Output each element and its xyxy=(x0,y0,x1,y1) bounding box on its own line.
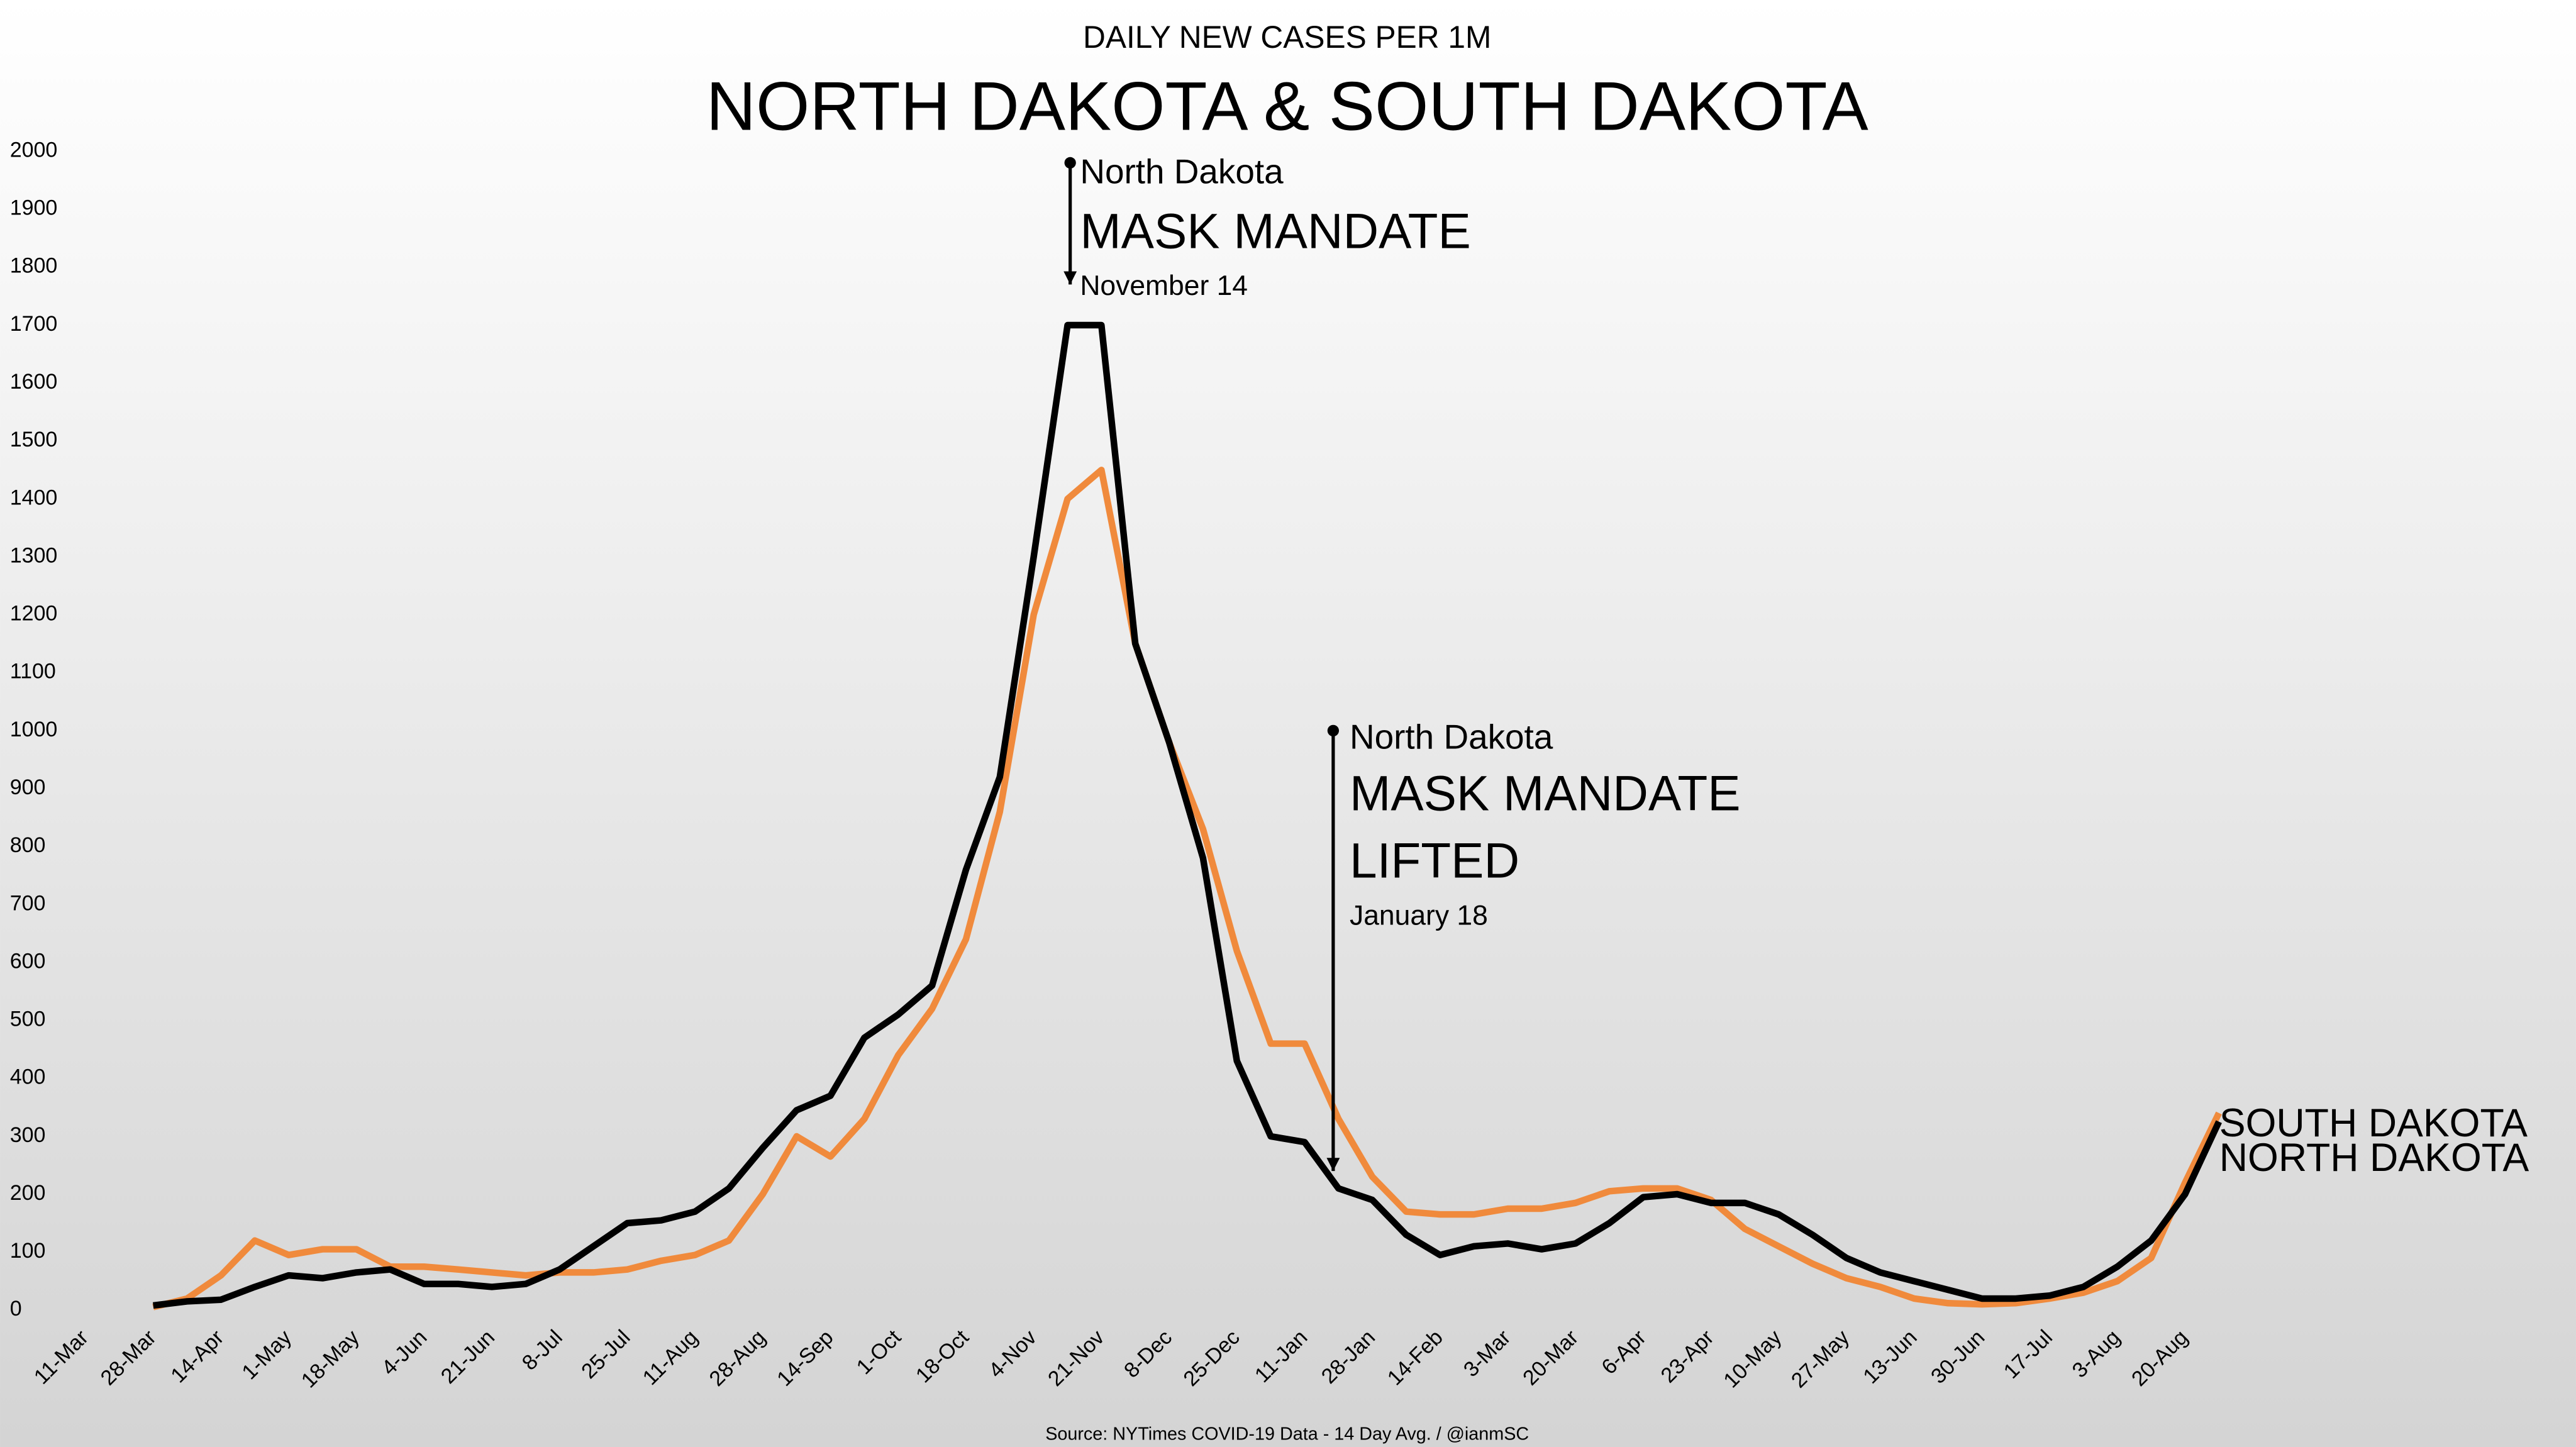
y-tick-label: 1900 xyxy=(10,196,58,220)
y-tick-label: 300 xyxy=(10,1123,46,1147)
annotation-text: January 18 xyxy=(1350,900,1488,931)
y-tick-label: 100 xyxy=(10,1239,46,1263)
annotation-text: November 14 xyxy=(1080,270,1248,301)
y-tick-label: 1400 xyxy=(10,485,58,509)
series-label: SOUTH DAKOTA xyxy=(2219,1101,2528,1145)
annotation-arrow xyxy=(1063,271,1077,285)
chart-subtitle: DAILY NEW CASES PER 1M xyxy=(1083,19,1491,55)
annotation-arrow xyxy=(1326,1158,1340,1172)
y-tick-label: 2000 xyxy=(10,138,58,162)
y-tick-label: 1800 xyxy=(10,254,58,278)
y-tick-label: 600 xyxy=(10,949,46,973)
annotation-text: MASK MANDATE xyxy=(1350,765,1741,821)
series-line xyxy=(153,321,2222,1309)
annotation-text: LIFTED xyxy=(1350,833,1519,889)
y-tick-label: 200 xyxy=(10,1181,46,1205)
y-tick-label: 0 xyxy=(10,1297,22,1321)
y-tick-label: 400 xyxy=(10,1065,46,1089)
y-tick-label: 1200 xyxy=(10,602,58,626)
annotation-text: North Dakota xyxy=(1080,152,1284,191)
series-label: NORTH DAKOTA xyxy=(2219,1136,2529,1180)
annotation-text: North Dakota xyxy=(1350,718,1553,757)
y-tick-label: 1600 xyxy=(10,370,58,394)
y-tick-label: 1100 xyxy=(10,660,56,684)
y-tick-label: 800 xyxy=(10,833,46,857)
annotation-dot xyxy=(1064,157,1076,169)
chart-title: NORTH DAKOTA & SOUTH DAKOTA xyxy=(706,69,1868,145)
source: Source: NYTimes COVID-19 Data - 14 Day A… xyxy=(1045,1424,1529,1444)
y-tick-label: 1300 xyxy=(10,543,58,567)
y-tick-label: 900 xyxy=(10,775,46,799)
y-tick-label: 700 xyxy=(10,891,46,915)
annotation-text: MASK MANDATE xyxy=(1080,204,1471,259)
y-tick-label: 1000 xyxy=(10,718,58,741)
y-tick-label: 500 xyxy=(10,1007,46,1031)
y-tick-label: 1500 xyxy=(10,428,58,452)
series-line xyxy=(152,467,2222,1311)
y-tick-label: 1700 xyxy=(10,312,58,336)
annotation-dot xyxy=(1327,724,1340,737)
